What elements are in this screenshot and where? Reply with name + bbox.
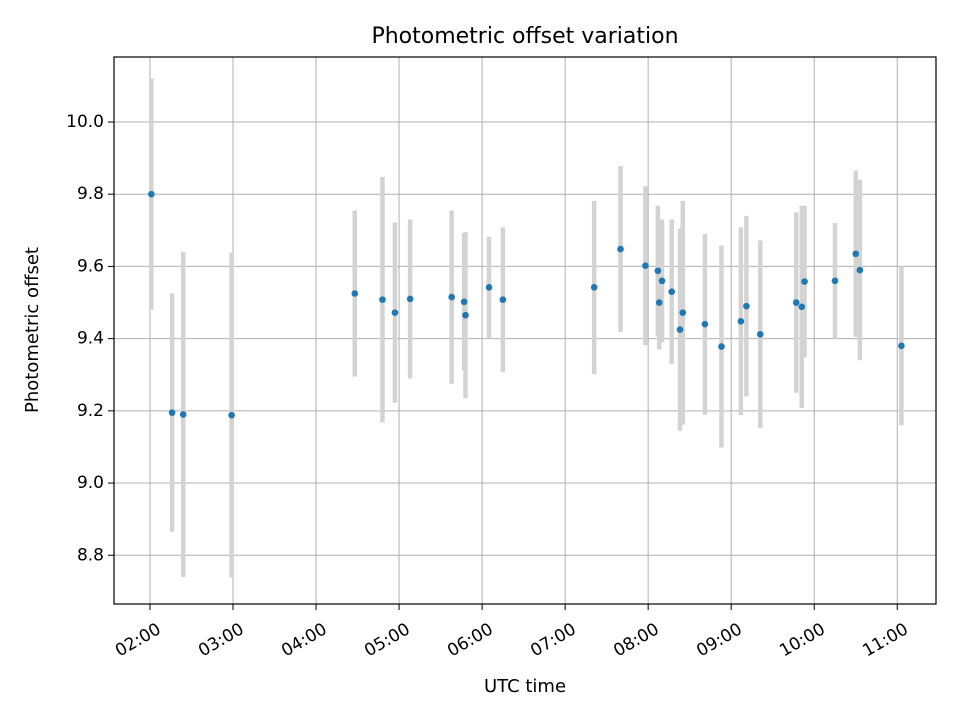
y-tick-label: 9.4 [77,329,104,349]
y-tick-label: 9.0 [77,473,104,493]
data-points [148,190,905,419]
data-point [654,267,662,275]
data-point [460,298,468,306]
data-point [676,326,684,333]
data-point [668,288,675,295]
y-axis-ticks: 8.8 9.0 9.2 9.4 9.6 9.8 10.0 [66,112,114,565]
data-point [856,266,864,274]
data-point [718,343,725,350]
data-point [485,284,493,291]
data-point [756,330,764,338]
data-point [701,320,709,328]
data-point [798,303,806,311]
data-point [448,293,455,301]
data-point [655,299,663,306]
y-tick-label: 9.8 [77,184,104,204]
data-point [462,311,469,319]
data-point [179,411,187,418]
data-point [148,190,155,198]
y-tick-label: 10.0 [66,112,104,132]
data-point [792,299,800,306]
data-point [617,245,624,253]
data-point [801,278,808,285]
data-point [499,296,507,303]
data-point [852,250,860,258]
data-point [168,409,176,416]
data-point [391,309,399,316]
data-point [590,284,598,291]
data-point [379,296,386,303]
y-tick-label: 9.2 [77,401,104,421]
x-axis-label: UTC time [484,676,566,697]
data-point [351,290,359,297]
data-point [743,302,750,310]
y-tick-label: 9.6 [77,256,104,276]
plot-area-frame [113,56,937,605]
data-point [642,262,649,269]
data-point [831,277,839,285]
data-point [228,411,235,419]
y-tick-label: 8.8 [77,545,104,565]
data-point [679,309,687,316]
plot-area-background [114,57,936,604]
data-point [898,342,905,350]
chart-title: Photometric offset variation [371,24,678,49]
grid [114,57,936,604]
y-axis-label: Photometric offset [22,247,43,413]
data-point [737,317,745,325]
data-point [406,295,414,303]
data-point [658,277,666,285]
